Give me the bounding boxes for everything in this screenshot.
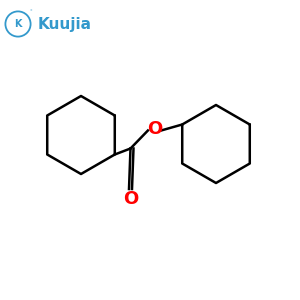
Text: O: O: [123, 190, 138, 208]
Text: O: O: [147, 120, 162, 138]
Text: K: K: [14, 19, 22, 29]
Text: °: °: [29, 9, 32, 14]
Text: Kuujia: Kuujia: [38, 16, 92, 32]
